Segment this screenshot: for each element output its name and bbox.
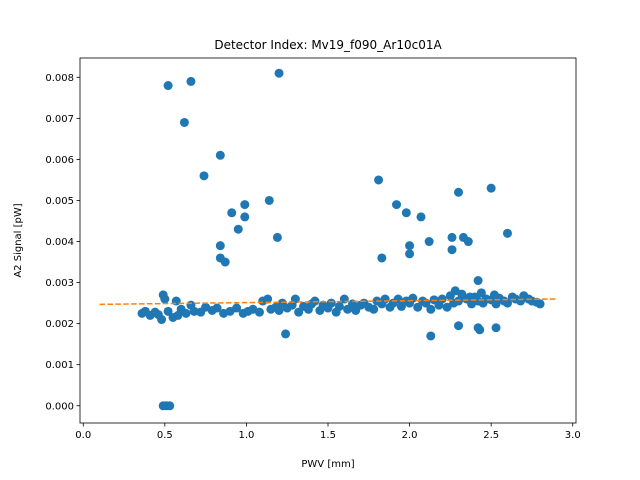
data-point	[442, 302, 452, 312]
data-point	[263, 294, 273, 304]
data-point	[437, 294, 447, 304]
data-point	[454, 321, 464, 331]
x-tick-label: 0.5	[157, 430, 173, 441]
plot-area	[80, 58, 576, 423]
data-point	[334, 301, 344, 311]
data-point	[502, 298, 512, 308]
data-point	[163, 81, 173, 91]
data-point	[374, 175, 384, 185]
data-point	[163, 306, 173, 316]
data-point	[486, 183, 496, 193]
x-tick-label: 2.5	[483, 430, 499, 441]
y-tick-label: 0.006	[45, 155, 74, 166]
data-point	[369, 304, 379, 314]
data-point	[377, 253, 387, 263]
data-point	[310, 296, 320, 306]
data-point	[232, 303, 242, 313]
y-axis-label: A2 Signal [pW]	[13, 203, 24, 277]
data-point	[181, 308, 191, 318]
x-axis: 0.0 0.5 1.0 1.5 2.0 2.5 3.0	[75, 423, 581, 441]
y-tick-label: 0.004	[45, 237, 74, 248]
data-point	[447, 232, 457, 242]
data-point	[240, 212, 250, 222]
scatter-points	[137, 68, 545, 411]
data-point	[189, 306, 199, 316]
data-point	[220, 257, 230, 267]
x-tick-label: 3.0	[565, 430, 581, 441]
data-point	[426, 304, 436, 314]
data-point	[401, 208, 411, 218]
data-point	[426, 331, 436, 341]
chart-title: Detector Index: Mv19_f090_Ar10c01A	[214, 38, 442, 52]
data-point	[240, 200, 250, 210]
data-point	[502, 228, 512, 238]
data-point	[179, 117, 189, 127]
data-point	[454, 187, 464, 197]
x-axis-label: PWV [mm]	[301, 459, 354, 470]
x-tick-label: 1.0	[238, 430, 254, 441]
data-point	[535, 299, 545, 309]
y-tick-label: 0.000	[45, 401, 74, 412]
data-point	[392, 200, 402, 210]
data-point	[476, 288, 486, 298]
data-point	[199, 171, 209, 181]
fit-line-layer	[99, 298, 557, 306]
data-point	[405, 241, 415, 251]
data-point	[489, 290, 499, 300]
data-point	[473, 276, 483, 286]
data-point	[463, 237, 473, 247]
data-point	[233, 224, 243, 234]
data-point	[380, 294, 390, 304]
data-point	[326, 298, 336, 308]
data-point	[405, 249, 415, 259]
data-point	[274, 306, 284, 316]
x-tick-label: 0.0	[75, 430, 91, 441]
data-point	[491, 323, 501, 333]
y-axis: 0.000 0.001 0.002 0.003 0.004 0.005 0.006 0.007…	[45, 73, 80, 412]
data-point	[290, 294, 300, 304]
y-tick-label: 0.008	[45, 73, 74, 84]
data-point	[272, 232, 282, 242]
x-tick-label: 1.5	[320, 430, 336, 441]
x-tick-label: 2.0	[402, 430, 418, 441]
y-tick-label: 0.001	[45, 360, 74, 371]
data-point	[158, 290, 168, 300]
data-point	[447, 245, 457, 255]
y-tick-label: 0.007	[45, 114, 74, 125]
data-point	[254, 307, 264, 317]
data-point	[450, 286, 460, 296]
fit-line	[99, 298, 557, 306]
data-point	[416, 212, 426, 222]
data-point	[212, 303, 222, 313]
data-point	[424, 237, 434, 247]
data-point	[264, 195, 274, 205]
data-point	[215, 241, 225, 251]
y-tick-label: 0.003	[45, 278, 74, 289]
data-point	[186, 76, 196, 86]
data-point	[281, 329, 291, 339]
data-point	[475, 325, 485, 335]
data-point	[157, 315, 167, 325]
data-point	[165, 401, 175, 411]
data-point	[227, 208, 237, 218]
y-tick-label: 0.002	[45, 319, 74, 330]
y-tick-label: 0.005	[45, 196, 74, 207]
data-point	[215, 150, 225, 160]
data-point	[274, 68, 284, 78]
data-point	[454, 296, 464, 306]
data-point	[465, 292, 475, 302]
data-point	[413, 302, 423, 312]
